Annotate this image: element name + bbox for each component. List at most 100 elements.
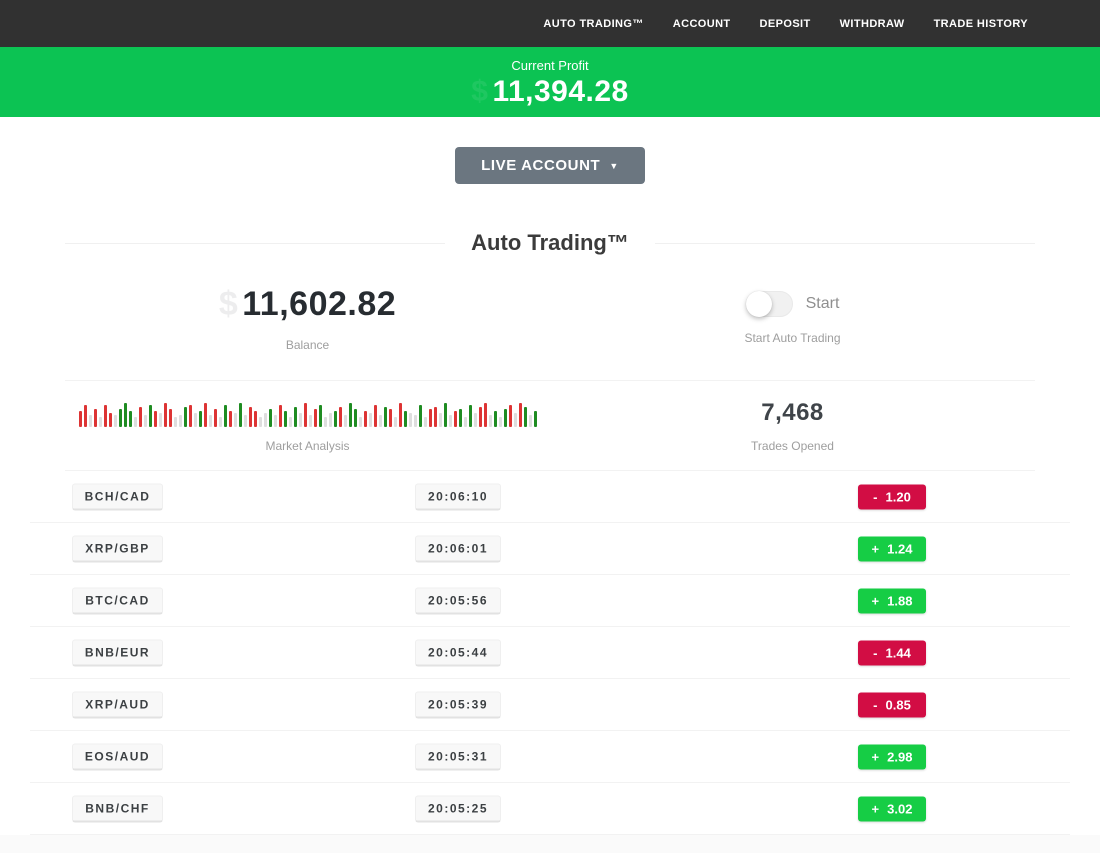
chart-bar (93, 408, 97, 427)
market-analysis-chart (78, 399, 537, 427)
chart-bar (243, 414, 247, 427)
chart-bar (158, 412, 162, 427)
chart-bar (458, 408, 462, 427)
chart-bar (273, 414, 277, 427)
time-badge: 20:06:01 (415, 535, 501, 562)
chart-bar (508, 404, 512, 427)
chart-bar (208, 414, 212, 427)
chart-bar (223, 404, 227, 427)
chart-bar (108, 412, 112, 427)
pair-badge: XRP/AUD (72, 691, 163, 718)
nav-item-deposit[interactable]: DEPOSIT (759, 17, 811, 30)
nav-item-withdraw[interactable]: WITHDRAW (839, 17, 905, 30)
chart-bar (453, 410, 457, 427)
chart-bar (203, 402, 207, 427)
result-value: 1.88 (887, 593, 913, 608)
result-value: 0.85 (885, 697, 911, 712)
chart-bar (308, 414, 312, 427)
chart-bar (378, 414, 382, 427)
result-value: 1.24 (887, 541, 913, 556)
start-toggle-group: Start (745, 291, 839, 317)
pair-badge: EOS/AUD (72, 743, 163, 770)
chart-bar (123, 402, 127, 427)
chart-bar (383, 406, 387, 427)
chart-bar (173, 416, 177, 427)
chart-bar (238, 402, 242, 427)
chart-bar (148, 404, 152, 427)
chart-bar (323, 416, 327, 427)
result-value: 3.02 (887, 801, 913, 816)
result-value: 1.20 (885, 489, 911, 504)
chart-bar (333, 410, 337, 427)
result-badge: + 3.02 (858, 796, 926, 821)
chart-bar (503, 408, 507, 427)
chart-bar (418, 404, 422, 427)
page-title: Auto Trading™ (471, 230, 629, 255)
current-profit-value: $11,394.28 (471, 75, 629, 109)
chart-bar (428, 408, 432, 427)
chart-bar (183, 406, 187, 427)
trade-row: BTC/CAD 20:05:56 + 1.88 (30, 575, 1070, 627)
chart-bar (253, 410, 257, 427)
trade-row: XRP/GBP 20:06:01 + 1.24 (30, 523, 1070, 575)
chart-bar (468, 404, 472, 427)
chart-bar (368, 412, 372, 427)
pair-badge: BCH/CAD (72, 483, 163, 510)
result-value: 2.98 (887, 749, 913, 764)
chart-bar (393, 416, 397, 427)
chart-bar (298, 412, 302, 427)
auto-trading-cell: Start Start Auto Trading (550, 256, 1035, 380)
chart-bar (353, 408, 357, 427)
chart-bar (178, 414, 182, 427)
current-profit-banner: Current Profit $11,394.28 (0, 47, 1100, 117)
chart-bar (293, 406, 297, 427)
account-selector-row: LIVE ACCOUNT ▼ (0, 147, 1100, 184)
currency-hint: $ (218, 284, 239, 323)
chart-bar (268, 408, 272, 427)
chart-bar (478, 406, 482, 427)
result-badge: - 1.20 (858, 484, 926, 509)
result-badge: - 0.85 (858, 692, 926, 717)
chart-bar (153, 410, 157, 427)
chart-bar (523, 406, 527, 427)
pair-badge: BTC/CAD (72, 587, 163, 614)
chevron-down-icon: ▼ (609, 161, 619, 171)
start-toggle[interactable] (745, 291, 793, 317)
chart-bar (388, 408, 392, 427)
heading-divider-right (654, 242, 1035, 244)
chart-bar (233, 412, 237, 427)
chart-bar (488, 414, 492, 427)
chart-bar (193, 412, 197, 427)
chart-bar (463, 416, 467, 427)
trade-row: EOS/AUD 20:05:31 + 2.98 (30, 731, 1070, 783)
account-selector-button[interactable]: LIVE ACCOUNT ▼ (455, 147, 645, 184)
chart-bar (133, 416, 137, 427)
chart-bar (438, 412, 442, 427)
chart-bar (88, 414, 92, 427)
chart-bar (493, 410, 497, 427)
chart-bar (198, 410, 202, 427)
stats-section: $11,602.82 Balance Start Start Auto Trad… (65, 256, 1035, 471)
chart-bar (443, 402, 447, 427)
result-sign: + (871, 749, 880, 764)
result-sign: - (873, 697, 878, 712)
chart-bar (213, 408, 217, 427)
result-sign: - (873, 489, 878, 504)
nav-item-account[interactable]: ACCOUNT (672, 17, 731, 30)
chart-bar (138, 406, 142, 427)
nav-item-trade-history[interactable]: TRADE HISTORY (933, 17, 1028, 30)
section-heading: Auto Trading™ (65, 230, 1035, 256)
chart-bar (318, 404, 322, 427)
result-badge: + 1.24 (858, 536, 926, 561)
chart-bar (398, 402, 402, 427)
time-badge: 20:05:25 (415, 795, 501, 822)
time-badge: 20:05:39 (415, 691, 501, 718)
chart-bar (228, 410, 232, 427)
trade-row: BNB/CHF 20:05:25 + 3.02 (30, 783, 1070, 835)
nav-item-auto-trading[interactable]: AUTO TRADING™ (543, 17, 644, 30)
chart-bar (248, 406, 252, 427)
trades-list: BCH/CAD 20:06:10 - 1.20 XRP/GBP 20:06:01… (30, 471, 1070, 835)
trades-opened-value: 7,468 (761, 398, 824, 426)
heading-divider-left (65, 242, 446, 244)
